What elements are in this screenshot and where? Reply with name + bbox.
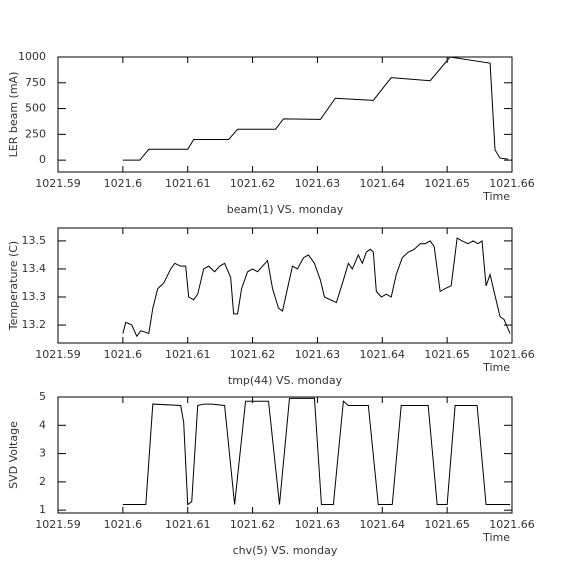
plot-frame bbox=[57, 396, 513, 514]
y-axis-label: SVD Voltage bbox=[7, 421, 20, 489]
x-tick-label: 1021.62 bbox=[230, 518, 276, 531]
data-line bbox=[122, 237, 511, 338]
x-tick-label: 1021.65 bbox=[424, 177, 470, 190]
x-tick-label: 1021.63 bbox=[295, 348, 341, 361]
x-tick-label: 1021.6 bbox=[104, 348, 143, 361]
y-tick-label: 1 bbox=[39, 503, 46, 516]
y-tick-label: 3 bbox=[39, 447, 46, 460]
y-tick-label: 13.3 bbox=[22, 290, 47, 303]
x-tick-label: 1021.64 bbox=[360, 518, 406, 531]
y-tick-label: 500 bbox=[25, 102, 46, 115]
plot-frame bbox=[57, 56, 513, 173]
y-tick-label: 13.2 bbox=[22, 318, 47, 331]
x-tick-label: 1021.59 bbox=[35, 518, 81, 531]
chart-caption: chv(5) VS. monday bbox=[233, 544, 338, 557]
chart-caption: tmp(44) VS. monday bbox=[228, 374, 343, 387]
x-tick-label: 1021.61 bbox=[165, 518, 211, 531]
y-tick-label: 13.4 bbox=[22, 262, 47, 275]
y-tick-label: 4 bbox=[39, 418, 46, 431]
x-tick-label: 1021.66 bbox=[489, 518, 535, 531]
x-tick-label: 1021.64 bbox=[360, 348, 406, 361]
x-axis-label: Time bbox=[482, 190, 510, 203]
plot-frame bbox=[57, 227, 513, 344]
x-tick-label: 1021.63 bbox=[295, 177, 341, 190]
y-tick-label: 750 bbox=[25, 76, 46, 89]
x-axis-label: Time bbox=[482, 531, 510, 544]
y-axis-label: LER beam (mA) bbox=[7, 72, 20, 158]
chart-caption: beam(1) VS. monday bbox=[227, 203, 344, 216]
y-tick-label: 5 bbox=[39, 390, 46, 403]
x-tick-label: 1021.61 bbox=[165, 177, 211, 190]
x-tick-label: 1021.62 bbox=[230, 177, 276, 190]
x-tick-label: 1021.6 bbox=[104, 177, 143, 190]
x-axis-label: Time bbox=[482, 361, 510, 374]
data-line bbox=[122, 56, 509, 161]
x-tick-label: 1021.64 bbox=[360, 177, 406, 190]
x-tick-label: 1021.62 bbox=[230, 348, 276, 361]
y-tick-label: 0 bbox=[39, 153, 46, 166]
y-tick-label: 1000 bbox=[18, 50, 46, 63]
y-tick-label: 2 bbox=[39, 475, 46, 488]
x-tick-label: 1021.59 bbox=[35, 348, 81, 361]
y-tick-label: 250 bbox=[25, 127, 46, 140]
x-tick-label: 1021.63 bbox=[295, 518, 341, 531]
x-tick-label: 1021.65 bbox=[424, 348, 470, 361]
x-tick-label: 1021.66 bbox=[489, 348, 535, 361]
x-tick-label: 1021.66 bbox=[489, 177, 535, 190]
y-tick-label: 13.5 bbox=[22, 234, 47, 247]
y-axis-label: Temperature (C) bbox=[7, 241, 20, 331]
x-tick-label: 1021.59 bbox=[35, 177, 81, 190]
data-line bbox=[122, 397, 510, 506]
x-tick-label: 1021.6 bbox=[104, 518, 143, 531]
x-tick-label: 1021.65 bbox=[424, 518, 470, 531]
x-tick-label: 1021.61 bbox=[165, 348, 211, 361]
